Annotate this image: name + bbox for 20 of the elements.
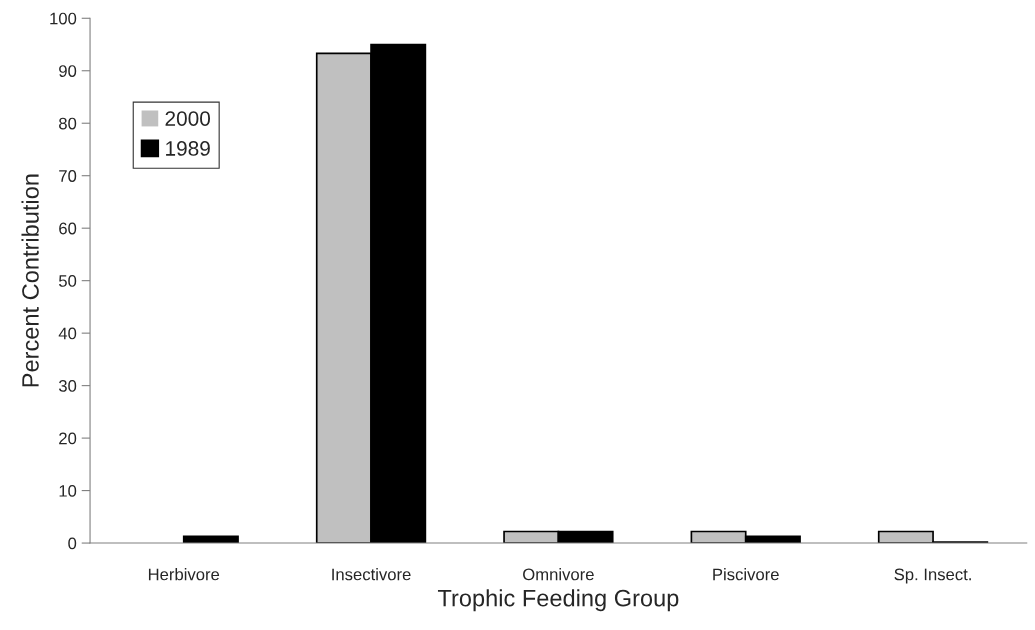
y-tick-label: 60	[59, 222, 77, 235]
y-axis-title: Percent Contribution	[21, 174, 39, 387]
y-tick-label: 90	[59, 65, 77, 77]
x-tick-label: Herbivore	[148, 568, 220, 581]
y-tick-label: 40	[58, 327, 77, 340]
legend-label: 1989	[166, 141, 210, 156]
y-tick-label: 80	[59, 117, 77, 130]
y-tick-label: 10	[59, 484, 77, 497]
y-tick-label: 0	[68, 537, 77, 550]
x-tick-label: Insectivore	[332, 568, 411, 581]
x-tick-label: Omnivore	[523, 568, 594, 581]
y-tick-label: 20	[59, 432, 77, 445]
x-axis-title: Trophic Feeding Group	[437, 589, 679, 612]
x-tick-label: Sp. Insect.	[894, 568, 971, 584]
x-tick-label: Piscivore	[713, 568, 779, 581]
y-tick-label: 30	[58, 380, 77, 392]
legend-label: 2000	[165, 111, 211, 126]
y-tick-label: 50	[58, 275, 77, 287]
y-tick-label: 100	[50, 12, 77, 25]
y-tick-label: 70	[59, 170, 77, 182]
